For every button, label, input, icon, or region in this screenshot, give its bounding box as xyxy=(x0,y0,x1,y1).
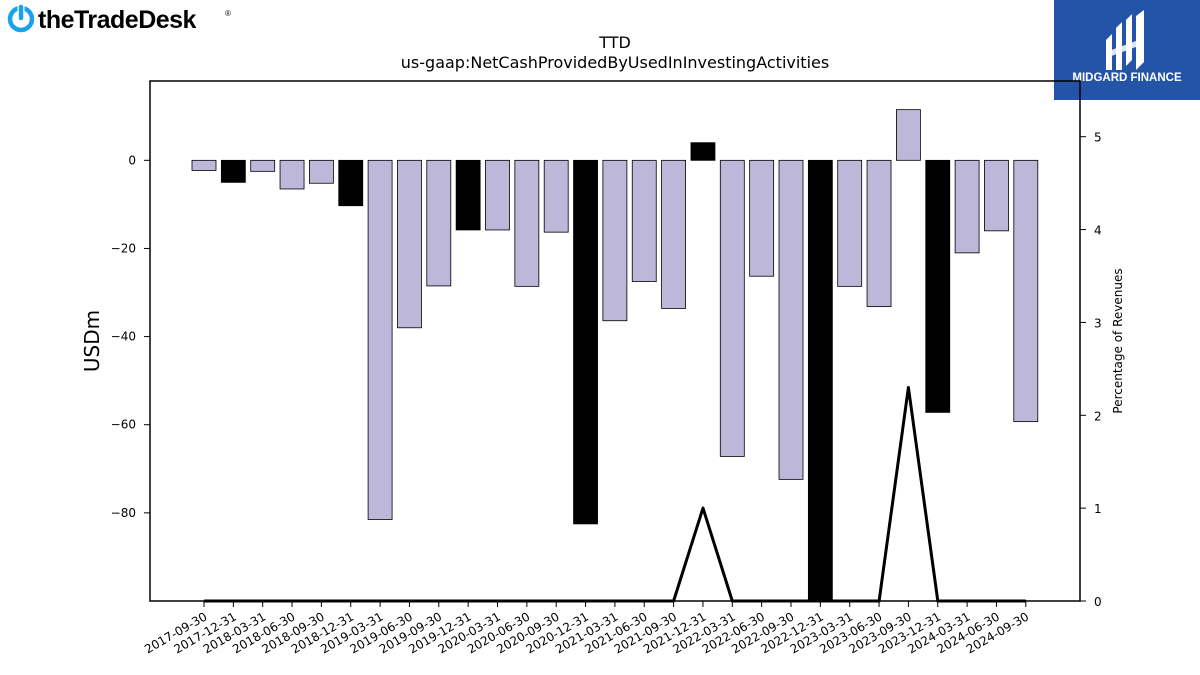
bar-2020-12-31 xyxy=(573,159,598,525)
bar-2018-06-30 xyxy=(279,159,305,190)
y2-tick-label: 3 xyxy=(1094,316,1102,330)
bar-2024-03-31 xyxy=(954,159,980,254)
x-axis: 2017-09-302017-12-312018-03-312018-06-30… xyxy=(142,601,1031,656)
bar-2018-09-30 xyxy=(308,159,334,184)
midgard-finance-logo-text: MIDGARD FINANCE xyxy=(1072,72,1182,84)
bar-2019-09-30 xyxy=(426,159,452,287)
y-tick-label: −80 xyxy=(111,506,136,520)
y2-axis: 0 1 2 3 4 5 xyxy=(1080,131,1102,609)
bar-series xyxy=(191,109,1039,602)
bar-2023-03-31 xyxy=(837,159,863,287)
y-axis: 0 −20 −40 −60 −80 xyxy=(111,153,150,520)
midgard-emblem-icon xyxy=(1106,10,1144,70)
y2-tick-label: 5 xyxy=(1094,131,1102,145)
bar-2021-06-30 xyxy=(631,159,657,282)
percentage-line xyxy=(204,385,1026,603)
y2-tick-label: 2 xyxy=(1094,409,1102,423)
y2-tick-label: 0 xyxy=(1094,595,1102,609)
y2-tick-label: 1 xyxy=(1094,502,1102,516)
power-icon xyxy=(7,4,35,33)
tradedesk-logo-text: theTradeDesk xyxy=(38,6,197,34)
bar-2022-03-31 xyxy=(719,159,745,457)
bar-2020-03-31 xyxy=(485,159,510,231)
bar-2021-09-30 xyxy=(661,159,686,309)
midgard-finance-logo: MIDGARD FINANCE xyxy=(1054,0,1200,100)
bar-2017-09-30 xyxy=(191,159,217,171)
y-axis-label: USDm xyxy=(80,310,104,372)
y-tick-label: −40 xyxy=(111,330,136,344)
y2-axis-label: Percentage of Revenues xyxy=(1111,268,1125,413)
bar-2018-12-31 xyxy=(338,159,364,207)
y-tick-label: −60 xyxy=(111,418,136,432)
bar-2023-09-30 xyxy=(896,109,921,161)
bar-2022-06-30 xyxy=(749,159,775,277)
y-tick-label: −20 xyxy=(111,241,136,255)
bar-2024-09-30 xyxy=(1013,159,1039,423)
bar-2022-12-31 xyxy=(807,159,833,602)
bar-2024-06-30 xyxy=(984,159,1009,232)
bar-2022-09-30 xyxy=(778,159,804,480)
chart-subtitle: us-gaap:NetCashProvidedByUsedInInvesting… xyxy=(401,53,829,72)
bar-2019-03-31 xyxy=(367,159,393,520)
bar-2020-09-30 xyxy=(543,159,569,233)
bar-2019-12-31 xyxy=(455,159,481,231)
tradedesk-logo-trademark: ® xyxy=(225,9,231,18)
bar-2023-06-30 xyxy=(866,159,892,308)
bar-2021-03-31 xyxy=(602,159,628,322)
y2-tick-label: 4 xyxy=(1094,224,1102,238)
bar-2021-12-31 xyxy=(690,142,716,161)
bar-2019-06-30 xyxy=(397,159,422,329)
bar-2020-06-30 xyxy=(514,159,540,287)
bar-2023-12-31 xyxy=(925,159,951,413)
percentage-line-series xyxy=(204,385,1026,603)
tradedesk-logo: theTradeDesk ® xyxy=(4,2,244,36)
bar-2017-12-31 xyxy=(220,159,246,183)
chart-title: TTD xyxy=(598,33,631,52)
bar-2018-03-31 xyxy=(250,159,276,172)
y-tick-label: 0 xyxy=(128,153,136,167)
